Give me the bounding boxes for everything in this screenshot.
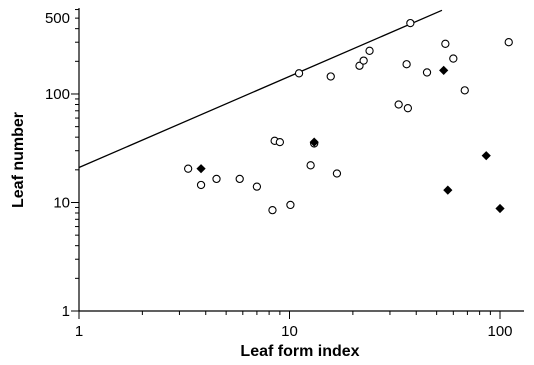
- open-circle-point: [306, 161, 315, 170]
- reference-line: [78, 9, 443, 169]
- open-circle-point: [235, 174, 244, 184]
- open-circle-point: [332, 169, 342, 178]
- filled-diamond-point: [443, 185, 453, 195]
- x-axis-title: Leaf form index: [240, 343, 359, 360]
- open-circle-point: [406, 18, 415, 28]
- open-circle-point: [504, 38, 513, 47]
- open-circle-point: [286, 200, 295, 210]
- axes: [78, 8, 524, 312]
- open-circle-point: [460, 86, 469, 95]
- y-axis-ticks: [71, 9, 79, 312]
- open-circle-point: [365, 46, 374, 55]
- y-axis-title: Leaf number: [10, 112, 27, 208]
- x-tick-label: 100: [487, 323, 512, 340]
- open-circle-point: [449, 54, 458, 63]
- filled-diamond-point: [439, 65, 449, 75]
- open-circle-point: [403, 104, 413, 113]
- filled-diamond-point: [196, 164, 206, 174]
- y-tick-label: 1: [62, 303, 70, 320]
- filled-diamond-point: [495, 203, 505, 214]
- open-circle-point: [402, 60, 411, 69]
- filled-diamond-point: [309, 137, 319, 147]
- open-circle-point: [196, 180, 206, 190]
- open-circle-point: [252, 182, 262, 191]
- open-circle-point: [326, 72, 335, 81]
- open-circle-point: [212, 174, 221, 184]
- x-tick-label: 10: [281, 323, 298, 340]
- y-axis-tick-labels: 1 10 100 500: [45, 10, 70, 320]
- open-circle-point: [359, 56, 368, 65]
- filled-diamond-point: [481, 151, 491, 161]
- open-circle-point: [294, 69, 304, 78]
- data-points: [184, 18, 513, 215]
- open-circle-point: [275, 137, 285, 147]
- y-tick-label: 100: [45, 86, 70, 103]
- open-circle-point: [184, 164, 193, 173]
- y-tick-label: 10: [53, 194, 70, 211]
- y-tick-label: 500: [45, 10, 70, 27]
- x-tick-label: 1: [75, 323, 83, 340]
- reference-line-segment: [78, 9, 443, 169]
- open-circle-point: [422, 68, 432, 77]
- x-axis-tick-labels: 1 10 100: [75, 323, 513, 340]
- open-circle-point: [268, 205, 277, 215]
- x-axis-ticks: [78, 311, 501, 319]
- open-circle-point: [394, 100, 403, 109]
- open-circle-point: [441, 39, 450, 48]
